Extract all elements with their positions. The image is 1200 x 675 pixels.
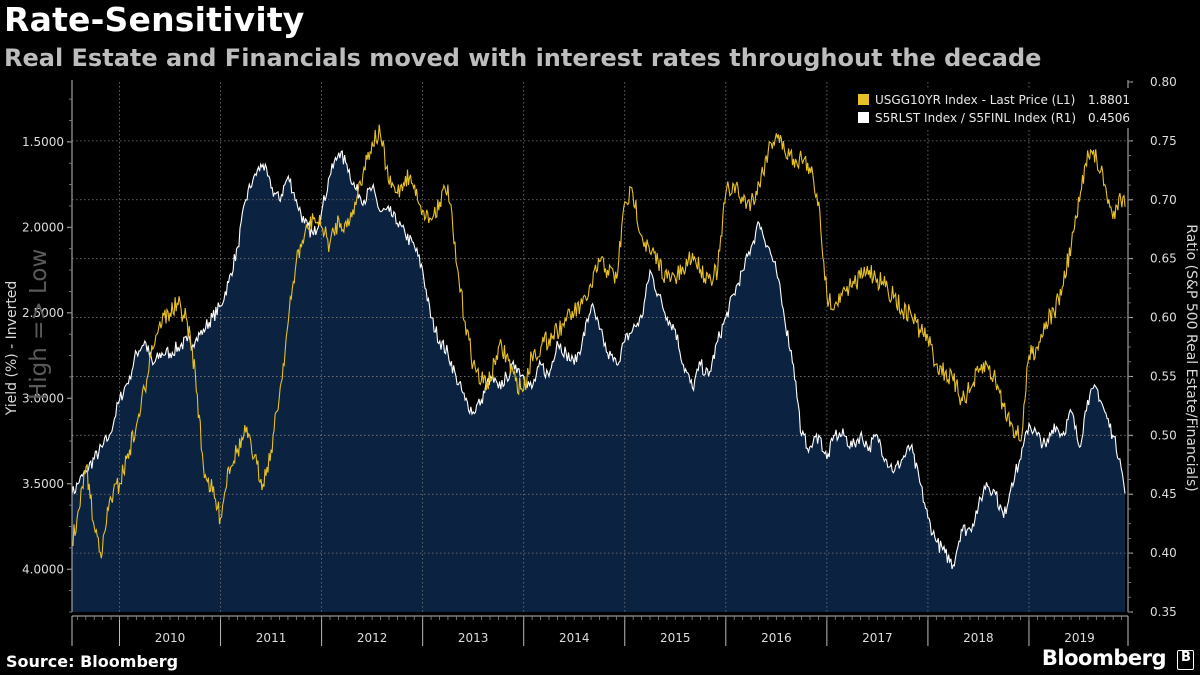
right-tick-label: 0.65 (1150, 252, 1177, 266)
legend-swatch-yield (858, 94, 869, 105)
x-tick-label: 2013 (458, 631, 489, 645)
bloomberg-mark-letter: B (1181, 650, 1191, 665)
x-tick-label: 2012 (357, 631, 388, 645)
x-tick-label: 2010 (155, 631, 186, 645)
line-layer (71, 124, 1126, 570)
x-tick-label: 2016 (761, 631, 792, 645)
legend-swatch-ratio (858, 112, 869, 123)
x-tick-label: 2018 (963, 631, 994, 645)
right-tick-label: 0.60 (1150, 311, 1177, 325)
x-tick-label: 2011 (256, 631, 287, 645)
legend-label-ratio: S5RLST Index / S5FINL Index (R1) (875, 111, 1076, 125)
bloomberg-logo: Bloomberg (1041, 646, 1167, 670)
legend-box (846, 88, 1134, 128)
high-low-watermark: High => Low (26, 249, 52, 400)
legend-value-yield: 1.8801 (1088, 93, 1130, 107)
left-tick-label: 3.0000 (22, 391, 64, 405)
left-axis-label: Yield (%) - Inverted (4, 281, 20, 417)
right-tick-label: 0.35 (1150, 605, 1177, 619)
ratio-line (71, 150, 1126, 570)
x-tick-label: 2019 (1064, 631, 1095, 645)
ratio-area-fill (72, 151, 1125, 612)
left-tick-label: 3.5000 (22, 477, 64, 491)
x-tick-label: 2014 (559, 631, 590, 645)
chart-title: Rate-Sensitivity (4, 0, 305, 39)
chart-subtitle: Real Estate and Financials moved with in… (4, 44, 1042, 72)
right-tick-label: 0.55 (1150, 369, 1177, 383)
right-tick-label: 0.80 (1150, 75, 1177, 89)
left-tick-label: 4.0000 (22, 562, 64, 576)
left-tick-label: 2.0000 (22, 220, 64, 234)
right-tick-label: 0.70 (1150, 193, 1177, 207)
right-tick-label: 0.75 (1150, 134, 1177, 148)
legend: USGG10YR Index - Last Price (L1) 1.8801 … (846, 88, 1134, 128)
source-note: Source: Bloomberg (6, 652, 179, 671)
right-tick-label: 0.40 (1150, 546, 1177, 560)
right-axis-label: Ratio (S&P 500 Real Estate/Financials) (1183, 224, 1199, 491)
legend-label-yield: USGG10YR Index - Last Price (L1) (875, 93, 1075, 107)
left-tick-label: 2.5000 (22, 306, 64, 320)
legend-value-ratio: 0.4506 (1088, 111, 1130, 125)
yield-line (71, 124, 1126, 559)
x-tick-label: 2015 (660, 631, 691, 645)
left-tick-label: 1.5000 (22, 135, 64, 149)
x-tick-label: 2017 (862, 631, 893, 645)
ratio-area-layer (72, 151, 1125, 612)
right-tick-label: 0.45 (1150, 487, 1177, 501)
axis-layer: 1.5000 2.0000 2.5000 3.0000 3.5000 4.0000 0.80… (22, 75, 1177, 646)
bloomberg-mark-icon: B (1177, 650, 1194, 670)
right-tick-label: 0.50 (1150, 428, 1177, 442)
